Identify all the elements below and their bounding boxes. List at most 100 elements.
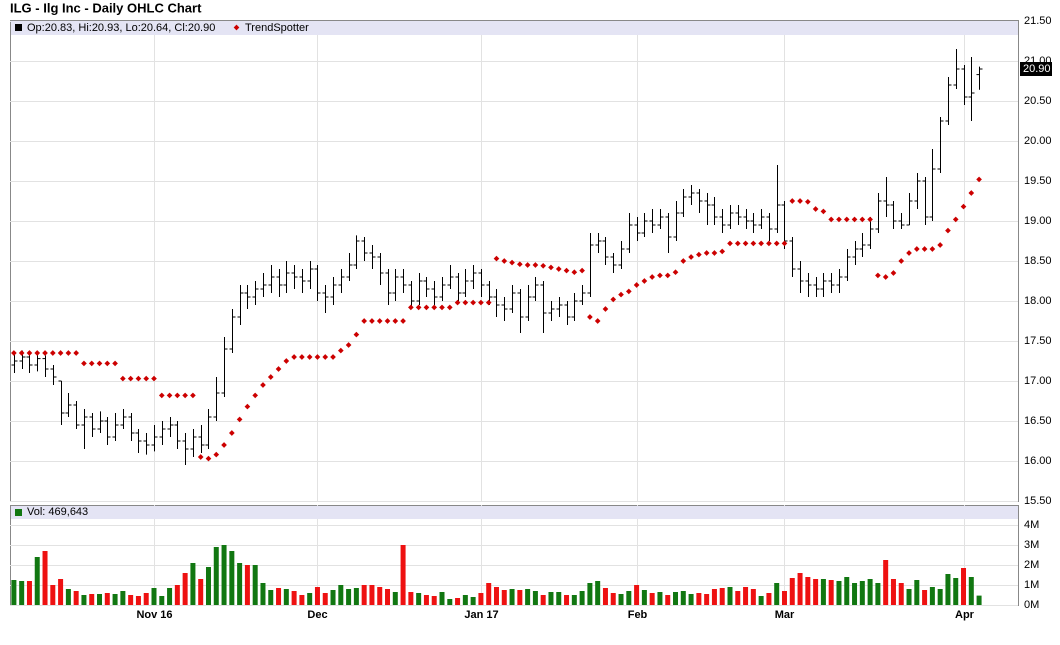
trendspotter-dot	[968, 190, 975, 196]
trendspotter-dot	[454, 299, 461, 306]
volume-bar	[237, 563, 243, 605]
trendspotter-dot	[828, 216, 835, 223]
y-tick-label: 18.50	[1024, 255, 1052, 267]
volume-bar	[828, 580, 834, 605]
trendspotter-dot	[306, 354, 313, 360]
trendspotter-dot	[96, 360, 103, 367]
trendspotter-dot	[112, 360, 118, 367]
volume-bar	[766, 593, 772, 605]
y-tick-label: 0M	[1024, 599, 1039, 611]
trendspotter-dot	[594, 318, 601, 324]
y-tick-label: 2M	[1024, 559, 1039, 571]
volume-bar	[922, 590, 928, 605]
volume-bar	[260, 583, 266, 605]
mark-layer	[11, 49, 983, 605]
trendspotter-dot	[820, 208, 827, 215]
x-tick-label: Apr	[955, 609, 975, 621]
trendspotter-dot	[625, 288, 632, 295]
volume-bar	[11, 580, 17, 605]
x-tick-label: Feb	[628, 609, 648, 621]
volume-bar	[361, 585, 367, 605]
trendspotter-dot	[376, 318, 383, 324]
volume-bar	[719, 588, 725, 605]
volume-bar	[688, 594, 694, 605]
trendspotter-dot	[221, 442, 227, 448]
volume-bar	[346, 589, 352, 605]
volume-bar	[42, 551, 48, 605]
trendspotter-dot	[657, 272, 663, 279]
trendspotter-dot	[104, 360, 111, 367]
volume-bar	[525, 589, 531, 605]
volume-bar	[711, 589, 717, 605]
volume-bar	[416, 593, 422, 605]
trendspotter-dot	[509, 259, 515, 266]
trendspotter-dot	[906, 250, 912, 256]
trendspotter-dot	[532, 262, 539, 268]
volume-bar	[330, 590, 336, 605]
trendspotter-dot	[81, 360, 87, 367]
volume-bar	[73, 591, 79, 605]
trendspotter-dot	[727, 240, 733, 247]
trendspotter-dot	[750, 240, 757, 247]
volume-bar	[680, 591, 686, 605]
volume-bar	[353, 588, 359, 605]
last-price-label: 20.90	[1023, 63, 1051, 75]
trendspotter-dot	[330, 354, 336, 360]
trendspotter-dot	[158, 392, 165, 399]
trendspotter-dot	[680, 258, 687, 264]
trendspotter-dot	[696, 251, 702, 258]
trendspotter-dot	[664, 272, 671, 279]
trendspotter-dot	[555, 266, 562, 272]
volume-bar	[65, 589, 71, 605]
volume-bar	[268, 590, 274, 605]
trendspotter-dot	[439, 304, 445, 311]
trendspotter-dot	[462, 299, 469, 306]
volume-bar	[750, 589, 756, 605]
volume-bar	[532, 591, 538, 605]
trendspotter-dot	[485, 299, 492, 306]
trendspotter-dot	[921, 246, 928, 252]
trendspotter-dot	[571, 269, 578, 276]
trendspotter-dot	[322, 354, 329, 360]
volume-bar	[961, 568, 967, 605]
trendspotter-dot	[703, 250, 710, 256]
y-tick-label: 16.50	[1024, 415, 1052, 427]
volume-bar	[781, 591, 787, 605]
volume-bar	[120, 591, 126, 605]
trendspotter-dot	[345, 342, 352, 348]
trendspotter-dot	[890, 270, 897, 276]
legend-band	[11, 506, 1018, 519]
trendspotter-dot	[805, 198, 811, 205]
volume-bar	[439, 592, 445, 605]
y-tick-label: 19.50	[1024, 175, 1052, 187]
volume-bar	[423, 595, 429, 605]
legend-label: TrendSpotter	[245, 22, 309, 34]
trendspotter-dot	[127, 375, 134, 382]
volume-bar	[571, 595, 577, 605]
trendspotter-dot	[773, 240, 780, 247]
volume-bar	[556, 592, 562, 605]
volume-bar	[704, 594, 710, 605]
volume-bar	[174, 585, 180, 605]
trendspotter-dot	[711, 250, 718, 256]
trendspotter-dot	[781, 240, 788, 247]
volume-bar	[431, 596, 437, 605]
volume-bar	[587, 583, 593, 605]
volume-bar	[820, 579, 826, 605]
volume-bar	[976, 595, 982, 605]
trendspotter-dot	[314, 354, 321, 360]
volume-bar	[167, 588, 173, 605]
volume-bar	[665, 595, 671, 605]
legend-label: Vol: 469,643	[27, 506, 88, 518]
trendspotter-dot	[633, 282, 640, 288]
trendspotter-dot	[524, 262, 531, 268]
volume-bar	[610, 593, 616, 605]
trendspotter-dot	[400, 318, 406, 324]
volume-bar	[283, 589, 289, 605]
trendspotter-dot	[548, 264, 554, 271]
x-tick-label: Jan 17	[464, 609, 498, 621]
trendspotter-dot	[18, 350, 25, 356]
trendspotter-dot	[540, 262, 547, 269]
volume-bar	[890, 579, 896, 605]
